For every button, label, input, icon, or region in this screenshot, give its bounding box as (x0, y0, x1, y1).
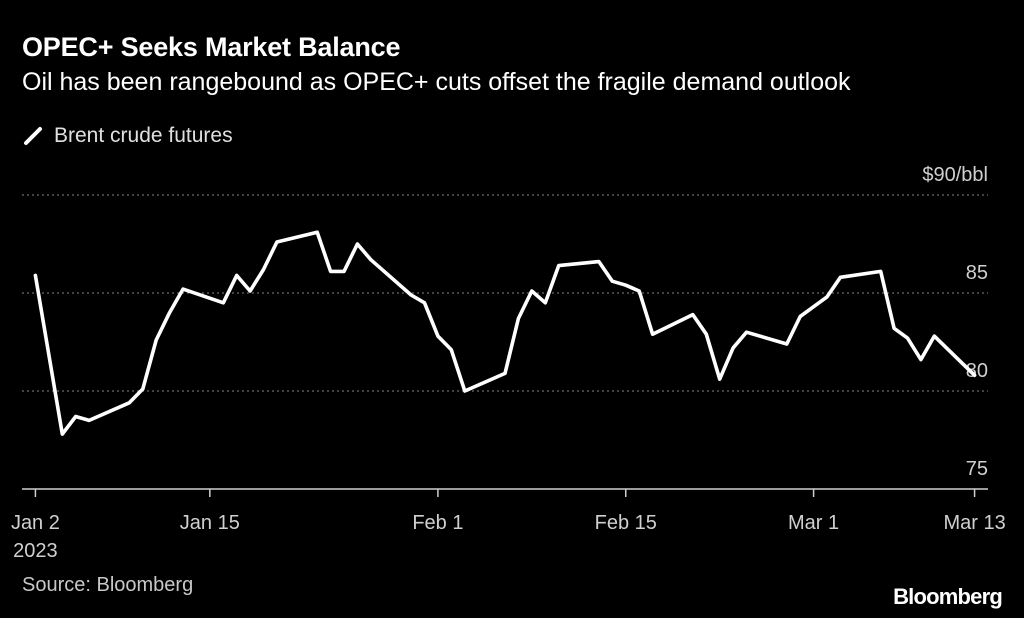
y-tick-label: 75 (966, 458, 988, 480)
source-note: Source: Bloomberg (22, 574, 194, 596)
y-axis-ticks: $90/bbl 75 80 85 (922, 164, 988, 480)
x-tick-label: Mar 13 (943, 512, 1005, 534)
legend-swatch-icon (24, 127, 42, 145)
x-tick-label: Jan 15 (180, 512, 240, 534)
y-tick-label: 80 (966, 360, 988, 382)
bloomberg-logo: Bloomberg (893, 584, 1003, 609)
x-axis: Jan 2 2023 Jan 15 Feb 1 Feb 15 Mar 1 Mar 13 (11, 488, 1006, 562)
y-unit-label: $90/bbl (922, 164, 988, 186)
series-group (33, 230, 977, 436)
chart-title: OPEC+ Seeks Market Balance (22, 32, 401, 62)
series-line-brent (33, 230, 977, 436)
legend-label: Brent crude futures (54, 124, 233, 147)
legend: Brent crude futures (22, 124, 233, 148)
x-tick-label: Feb 1 (412, 512, 463, 534)
x-tick-label: Feb 15 (595, 512, 657, 534)
x-tick-label: Mar 1 (788, 512, 839, 534)
y-tick-label: 85 (966, 262, 988, 284)
grid-lines (22, 194, 988, 392)
chart-subtitle: Oil has been rangebound as OPEC+ cuts of… (22, 68, 851, 96)
x-tick-label: Jan 2 (11, 512, 60, 534)
x-tick-sublabel: 2023 (13, 540, 58, 562)
